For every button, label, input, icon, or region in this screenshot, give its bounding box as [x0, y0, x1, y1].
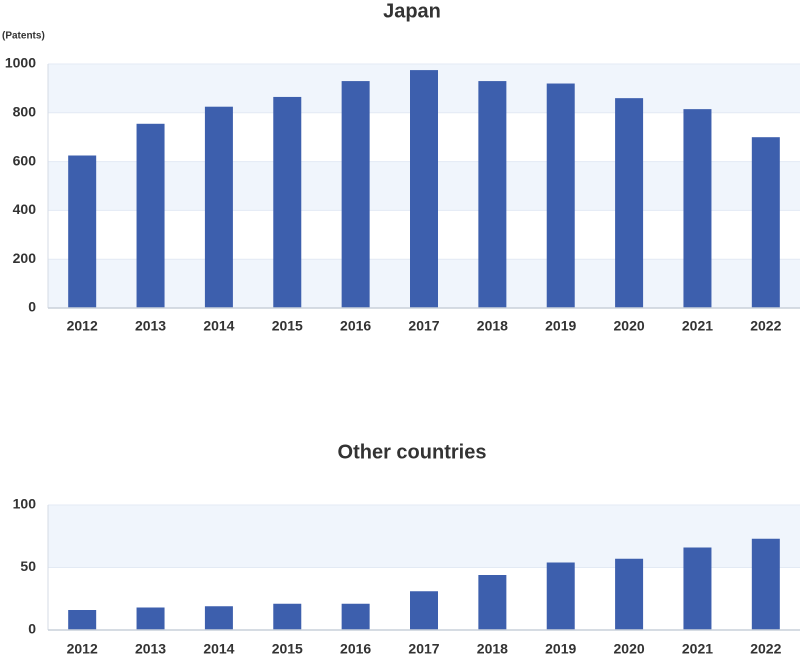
bar — [683, 109, 711, 308]
x-tick-label: 2013 — [135, 641, 166, 657]
y-tick-label: 1000 — [5, 55, 36, 71]
bar — [342, 81, 370, 308]
y-tick-label: 600 — [13, 152, 37, 168]
bar — [752, 137, 780, 308]
x-tick-label: 2013 — [135, 318, 166, 334]
bar — [68, 156, 96, 309]
bar — [273, 604, 301, 630]
bar — [478, 575, 506, 630]
x-tick-label: 2021 — [682, 318, 713, 334]
bar — [137, 608, 165, 631]
bar — [68, 610, 96, 630]
x-tick-label: 2018 — [477, 641, 508, 657]
chart-title: Japan — [383, 0, 441, 22]
x-tick-label: 2022 — [750, 318, 781, 334]
bar — [752, 539, 780, 630]
x-tick-label: 2012 — [67, 318, 98, 334]
x-tick-label: 2015 — [272, 318, 303, 334]
x-tick-label: 2020 — [614, 641, 645, 657]
x-tick-label: 2022 — [750, 641, 781, 657]
y-axis-unit: (Patents) — [2, 31, 45, 42]
bar — [137, 124, 165, 308]
bar — [410, 591, 438, 630]
x-tick-label: 2018 — [477, 318, 508, 334]
y-tick-label: 800 — [13, 104, 37, 120]
bar — [205, 107, 233, 308]
bar — [478, 81, 506, 308]
y-tick-label: 0 — [28, 299, 36, 315]
y-tick-label: 400 — [13, 201, 37, 217]
x-tick-label: 2014 — [203, 641, 234, 657]
y-tick-label: 0 — [28, 621, 36, 637]
y-tick-label: 200 — [13, 250, 37, 266]
x-tick-label: 2020 — [614, 318, 645, 334]
x-tick-label: 2014 — [203, 318, 234, 334]
bar — [615, 98, 643, 308]
bar — [273, 97, 301, 308]
bar — [547, 563, 575, 631]
x-tick-label: 2017 — [408, 641, 439, 657]
chart-title: Other countries — [338, 441, 487, 463]
bar — [683, 548, 711, 631]
x-tick-label: 2016 — [340, 318, 371, 334]
bar — [615, 559, 643, 630]
bar — [205, 606, 233, 630]
x-tick-label: 2012 — [67, 641, 98, 657]
bar — [547, 84, 575, 308]
y-tick-label: 100 — [13, 496, 37, 512]
x-tick-label: 2021 — [682, 641, 713, 657]
x-tick-label: 2019 — [545, 641, 576, 657]
bar — [410, 70, 438, 308]
y-tick-label: 50 — [20, 558, 36, 574]
x-tick-label: 2019 — [545, 318, 576, 334]
x-tick-label: 2016 — [340, 641, 371, 657]
x-tick-label: 2017 — [408, 318, 439, 334]
bar — [342, 604, 370, 630]
x-tick-label: 2015 — [272, 641, 303, 657]
